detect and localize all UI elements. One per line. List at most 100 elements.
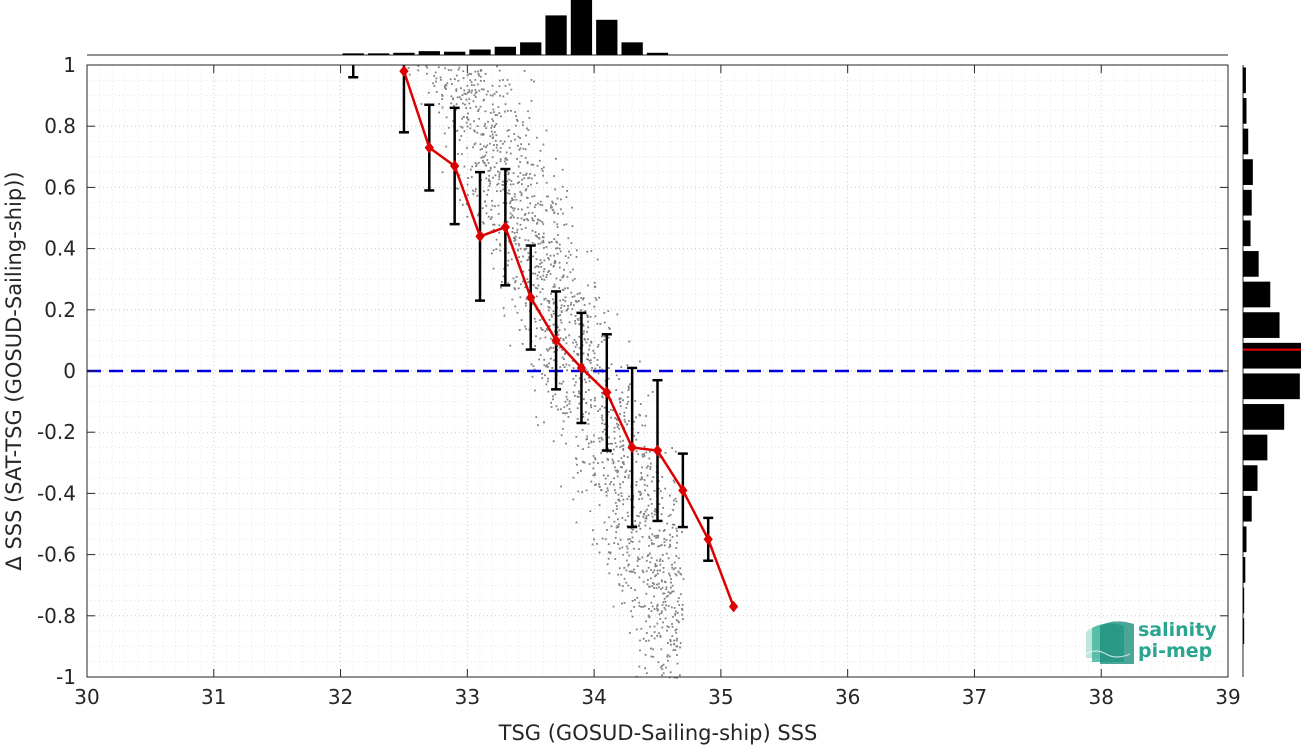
scatter-point [587,358,590,361]
scatter-point [653,569,656,572]
scatter-point [547,306,550,308]
scatter-point [465,93,467,96]
scatter-point [468,72,471,75]
scatter-point [557,326,559,329]
scatter-point [496,65,498,68]
scatter-point [457,79,460,82]
scatter-point [530,163,533,166]
scatter-point [648,608,650,610]
scatter-point [650,601,653,604]
scatter-point [477,70,479,73]
scatter-point [661,554,664,556]
scatter-point [617,460,620,462]
scatter-point [485,127,488,129]
scatter-point [591,367,593,369]
scatter-point [520,192,523,195]
x-tick-label: 33 [455,685,480,709]
scatter-point [655,564,657,567]
scatter-point [589,510,592,513]
scatter-point [607,310,610,312]
scatter-point [509,344,512,347]
scatter-point [626,456,629,458]
scatter-point [544,297,547,300]
scatter-point [645,515,648,518]
scatter-point [484,200,486,203]
y-tick-label: 0.6 [44,175,76,199]
scatter-point [618,427,620,430]
scatter-point [473,143,476,146]
scatter-point [617,518,619,521]
scatter-point [537,219,540,222]
scatter-point [545,328,548,330]
scatter-point [618,498,621,501]
scatter-point [572,268,574,271]
scatter-point [574,345,577,348]
scatter-point [495,91,498,93]
scatter-point [576,407,579,410]
scatter-point [514,243,517,245]
scatter-point [661,610,663,613]
scatter-point [456,96,459,99]
scatter-point [608,436,610,439]
scatter-point [633,420,636,423]
scatter-point [594,396,596,399]
y-hist-bar [1243,618,1245,644]
scatter-point [642,515,645,518]
scatter-point [643,445,646,448]
scatter-point [520,143,522,146]
scatter-point [577,319,580,321]
scatter-point [561,276,564,279]
scatter-point [593,538,595,541]
scatter-point [662,621,664,624]
scatter-point [628,444,630,447]
scatter-point [676,612,679,614]
scatter-point [558,261,561,264]
scatter-point [417,69,420,72]
scatter-point [524,325,527,328]
scatter-point [476,194,479,197]
x-tick-label: 30 [74,685,99,709]
scatter-point [580,309,582,311]
scatter-point [630,531,633,534]
scatter-point [494,140,497,142]
scatter-point [518,236,521,239]
scatter-point [606,451,609,454]
y-tick-label: -0.2 [37,420,76,444]
scatter-point [509,183,512,186]
scatter-point [572,476,575,479]
scatter-point [499,160,502,163]
scatter-point [567,307,569,310]
scatter-point [573,295,576,298]
scatter-point [521,178,523,181]
scatter-point [537,243,540,245]
error-bars [348,65,714,562]
scatter-point [615,531,618,533]
scatter-point [590,341,593,344]
scatter-point [558,266,561,269]
scatter-point [494,174,497,177]
scatter-point [558,243,561,246]
y-histogram [1242,65,1301,677]
scatter-point [614,469,617,472]
y-axis-label: Δ SSS (SAT-TSG (GOSUD-Sailing-ship)) [2,171,26,570]
scatter-point [659,490,662,493]
scatter-point [607,377,610,380]
scatter-point [546,299,549,302]
scatter-point [614,491,617,494]
scatter-point [509,152,512,155]
scatter-point [552,440,555,443]
scatter-point [671,623,673,625]
scatter-point [562,420,565,423]
scatter-point [619,486,622,489]
scatter-point [556,223,559,226]
scatter-point [489,167,492,170]
scatter-point [631,541,634,543]
scatter-point [495,238,498,241]
scatter-point [432,82,434,85]
scatter-point [480,156,483,159]
scatter-point [645,451,648,454]
scatter-point [475,105,477,108]
scatter-point [646,508,648,511]
scatter-point [656,634,658,637]
scatter-point [519,191,522,193]
